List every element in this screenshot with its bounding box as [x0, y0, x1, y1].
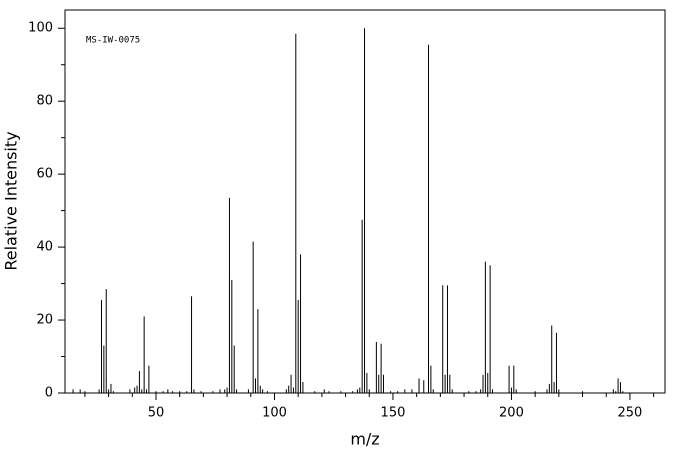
y-tick-label: 20 — [36, 313, 53, 328]
y-axis-label: Relative Intensity — [2, 131, 21, 270]
x-tick-label: 250 — [618, 406, 643, 421]
x-tick-label: 150 — [381, 406, 406, 421]
y-tick-label: 80 — [36, 94, 53, 109]
y-tick-label: 60 — [36, 167, 53, 182]
x-tick-label: 200 — [499, 406, 524, 421]
y-tick-label: 0 — [45, 386, 53, 401]
x-tick-label: 100 — [262, 406, 287, 421]
y-tick-label: 100 — [28, 21, 53, 36]
y-tick-label: 40 — [36, 240, 53, 255]
annotation: MS-IW-0075 — [86, 36, 140, 46]
x-axis-label: m/z — [350, 430, 379, 449]
x-tick-label: 50 — [148, 406, 165, 421]
